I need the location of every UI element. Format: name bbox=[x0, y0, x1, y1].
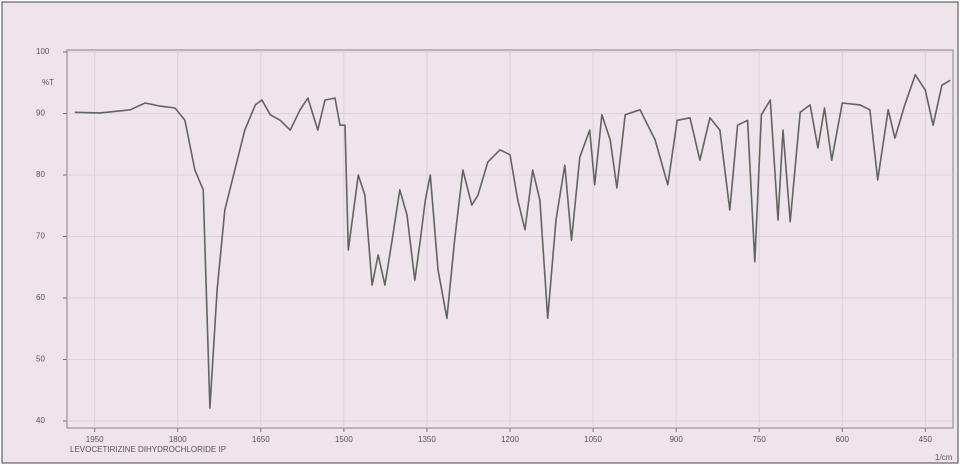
y-tick-label: 90 bbox=[36, 109, 45, 118]
x-tick-label: 450 bbox=[919, 435, 933, 444]
spectrum-line bbox=[74, 74, 951, 409]
y-tick-label: 40 bbox=[36, 416, 45, 425]
x-tick-label: 1200 bbox=[501, 435, 519, 444]
y-tick-label: 60 bbox=[36, 293, 45, 302]
y-tick-label: 80 bbox=[36, 170, 45, 179]
x-tick-label: 750 bbox=[753, 435, 767, 444]
x-axis-label: 1/cm bbox=[935, 453, 953, 462]
x-tick-label: 1800 bbox=[169, 435, 187, 444]
y-tick-label: 100 bbox=[36, 47, 50, 56]
x-tick-label: 1500 bbox=[335, 435, 353, 444]
x-tick-label: 1350 bbox=[418, 435, 436, 444]
x-tick-label: 600 bbox=[836, 435, 850, 444]
caption: LEVOCETIRIZINE DIHYDROCHLORIDE IP bbox=[70, 445, 226, 454]
x-tick-label: 1950 bbox=[86, 435, 104, 444]
x-tick-label: 1050 bbox=[584, 435, 602, 444]
y-tick-label: 50 bbox=[36, 355, 45, 364]
y-axis-label: %T bbox=[42, 78, 54, 87]
x-tick-label: 1650 bbox=[252, 435, 270, 444]
y-tick-label: 70 bbox=[36, 232, 45, 241]
x-tick-label: 900 bbox=[669, 435, 683, 444]
